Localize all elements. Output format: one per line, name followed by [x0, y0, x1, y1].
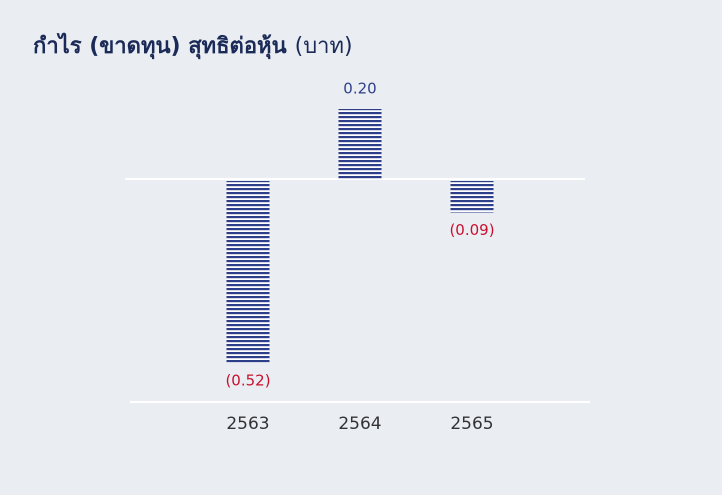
x-tick-label: 2563 [226, 414, 269, 434]
bar [450, 181, 494, 213]
value-label: 0.20 [343, 80, 376, 98]
bar [226, 181, 270, 363]
x-tick-label: 2565 [450, 414, 493, 434]
value-label: (0.09) [449, 221, 494, 239]
title-unit: (บาท) [295, 34, 353, 59]
chart-title: กำไร (ขาดทุน) สุทธิต่อหุ้น (บาท) [33, 32, 353, 60]
value-label: (0.52) [225, 372, 270, 390]
x-tick-label: 2564 [338, 414, 381, 434]
title-main: กำไร (ขาดทุน) สุทธิต่อหุ้น [33, 32, 287, 60]
bar [338, 109, 382, 179]
